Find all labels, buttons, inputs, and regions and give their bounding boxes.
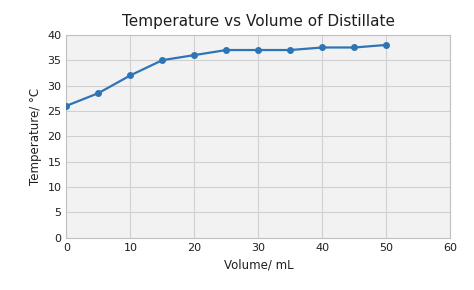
Title: Temperature vs Volume of Distillate: Temperature vs Volume of Distillate [122,14,395,30]
Y-axis label: Temperature/ °C: Temperature/ °C [29,88,42,185]
X-axis label: Volume/ mL: Volume/ mL [224,258,293,271]
